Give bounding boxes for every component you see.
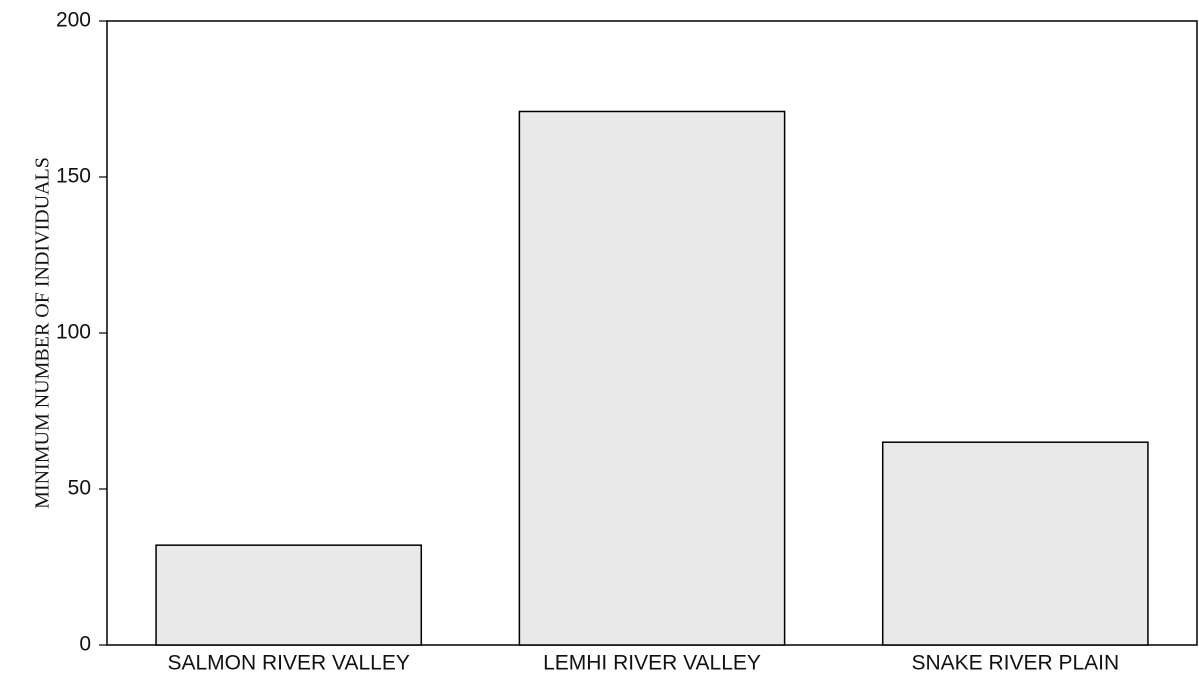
x-tick-label: SNAKE RIVER PLAIN [911,652,1119,675]
y-tick-label: 50 [68,477,91,500]
x-tick-label: SALMON RIVER VALLEY [167,652,409,675]
y-axis-label: MINIMUM NUMBER OF INDIVIDUALS [32,157,54,509]
bar [155,544,423,646]
bar [881,441,1149,646]
y-tick-label: 100 [56,321,91,344]
x-tick-label: LEMHI RIVER VALLEY [543,652,761,675]
y-tick-label: 150 [56,165,91,188]
y-tick-label: 200 [56,9,91,32]
bar [518,110,786,646]
y-tick-label: 0 [79,633,91,656]
